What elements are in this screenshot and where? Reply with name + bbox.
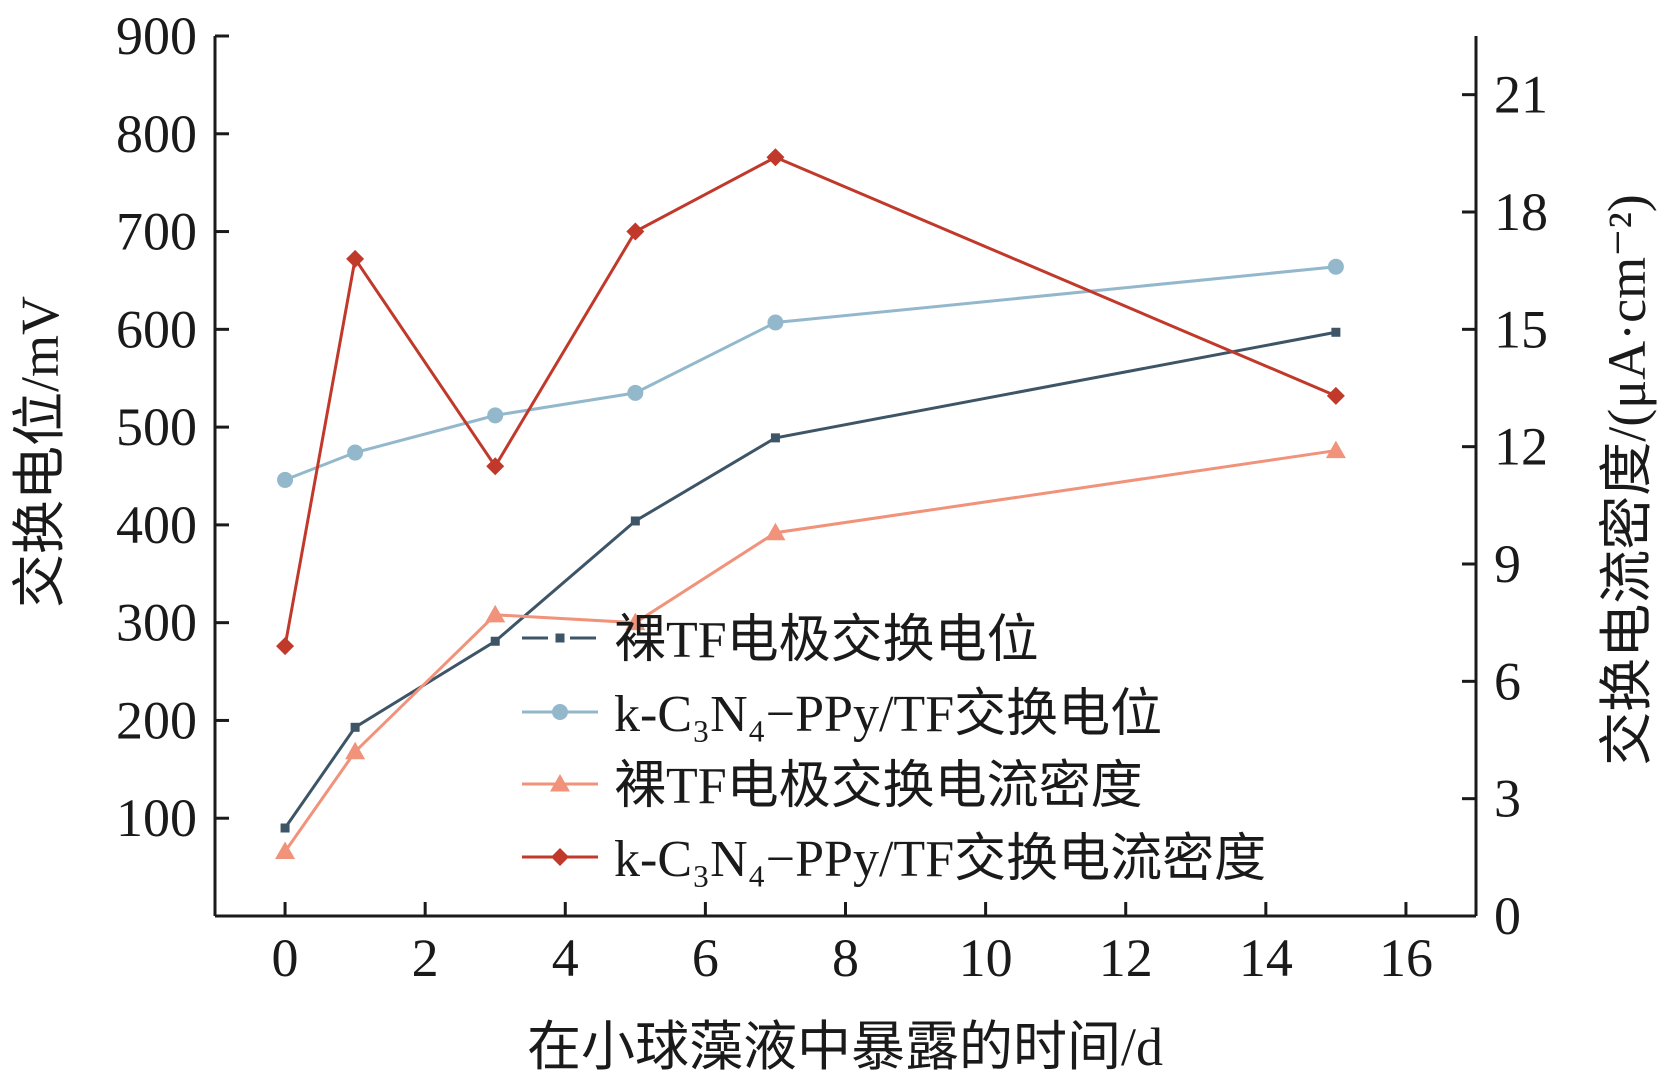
- data-point: [347, 444, 364, 461]
- series-line: [284, 265, 1337, 482]
- y-axis-left-title: 交换电位/mV: [10, 296, 70, 608]
- y-left-tick-label: 100: [116, 788, 197, 848]
- data-point: [770, 433, 780, 443]
- x-tick-label: 14: [1239, 928, 1293, 988]
- x-tick-label: 12: [1099, 928, 1153, 988]
- data-point: [765, 522, 786, 541]
- data-point: [490, 636, 500, 646]
- y-right-tick-label: 15: [1494, 299, 1548, 359]
- y-right-tick-label: 21: [1494, 65, 1548, 125]
- y-right-tick-label: 3: [1494, 769, 1521, 829]
- x-tick-label: 0: [272, 928, 299, 988]
- y-right-tick-label: 6: [1494, 651, 1521, 711]
- data-point: [275, 841, 296, 859]
- legend-marker: [555, 633, 565, 643]
- legend-marker: [552, 704, 568, 720]
- series-line: [283, 330, 1337, 829]
- y-left-tick-label: 400: [116, 495, 197, 555]
- data-point: [1325, 440, 1346, 459]
- x-tick-label: 2: [412, 928, 439, 988]
- x-tick-label: 6: [692, 928, 719, 988]
- y-left-tick-label: 800: [116, 104, 197, 164]
- series-2: [277, 258, 1344, 488]
- legend-label: 裸TF电极交换电位: [614, 612, 1039, 669]
- y-left-tick-label: 500: [116, 397, 197, 457]
- legend-item-3: 裸TF电极交换电流密度: [522, 758, 1143, 815]
- series-3: [275, 440, 1346, 859]
- data-point: [625, 612, 646, 631]
- legend-item-1: 裸TF电极交换电位: [522, 612, 1039, 669]
- data-point: [486, 457, 505, 476]
- legend-marker: [550, 774, 570, 792]
- data-point: [485, 604, 506, 623]
- y-axis-right-title: 交换电流密度/(μA·cm⁻²): [1597, 194, 1657, 766]
- data-point: [766, 148, 785, 167]
- legend-item-2: k-C₃N₄−PPy/TF交换电位: [522, 686, 1162, 743]
- series-1: [280, 327, 1341, 833]
- series-4: [276, 148, 1345, 656]
- series-line: [283, 155, 1337, 647]
- y-right-tick-label: 0: [1494, 886, 1521, 946]
- series-line: [283, 449, 1337, 853]
- legend-label: 裸TF电极交换电流密度: [614, 758, 1143, 815]
- data-point: [280, 823, 290, 833]
- data-point: [350, 722, 360, 732]
- y-right-tick-label: 9: [1494, 534, 1521, 594]
- x-tick-label: 16: [1379, 928, 1433, 988]
- x-tick-label: 8: [832, 928, 859, 988]
- data-point: [487, 407, 504, 424]
- data-point: [767, 314, 784, 331]
- data-point: [1331, 327, 1341, 337]
- y-left-tick-label: 700: [116, 202, 197, 262]
- data-point: [1327, 258, 1344, 275]
- legend-item-4: k-C₃N₄−PPy/TF交换电流密度: [522, 831, 1266, 888]
- legend-marker: [551, 848, 569, 866]
- series-layer: [275, 148, 1346, 859]
- data-point: [346, 249, 365, 268]
- legend-label: k-C₃N₄−PPy/TF交换电位: [614, 686, 1162, 743]
- data-point: [630, 516, 640, 526]
- data-point: [277, 471, 294, 488]
- y-left-tick-label: 600: [116, 299, 197, 359]
- y-left-tick-label: 900: [116, 6, 197, 66]
- y-right-tick-label: 18: [1494, 182, 1548, 242]
- legend-label: k-C₃N₄−PPy/TF交换电流密度: [614, 831, 1266, 888]
- data-point: [627, 384, 644, 401]
- data-point: [276, 637, 295, 656]
- x-tick-label: 4: [552, 928, 579, 988]
- y-right-tick-label: 12: [1494, 417, 1548, 477]
- axes: 0 2 4 6 8 10 12 14 16 100 200 300 400 500 600 700 800 900…: [116, 6, 1548, 988]
- y-left-tick-label: 300: [116, 593, 197, 653]
- data-point: [345, 741, 366, 760]
- data-point: [1326, 386, 1345, 405]
- y-left-tick-label: 200: [116, 690, 197, 750]
- data-point: [626, 222, 645, 241]
- x-axis-title: 在小球藻液中暴露的时间/d: [527, 1017, 1163, 1077]
- x-tick-label: 10: [959, 928, 1013, 988]
